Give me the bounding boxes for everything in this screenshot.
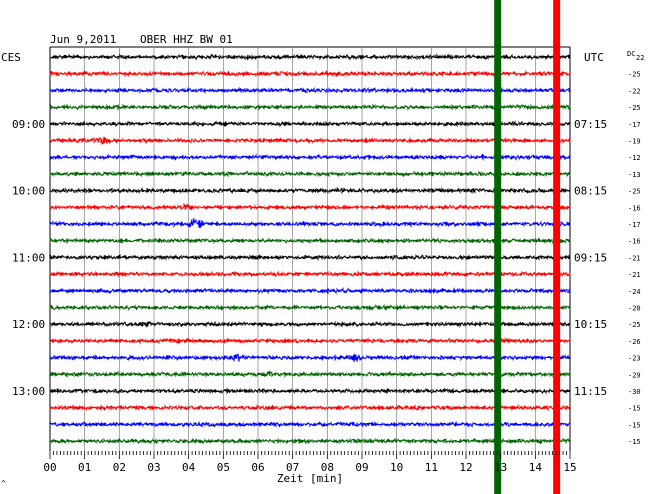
left-time-label: 10:00: [12, 185, 45, 198]
x-tick-label: 10: [390, 461, 403, 474]
x-tick-label: 12: [459, 461, 472, 474]
marker-bar-red: [553, 0, 561, 494]
trace-blue: [49, 153, 571, 162]
dc-value: -15: [628, 421, 641, 429]
trace-red: [49, 69, 571, 78]
x-tick-label: 15: [563, 461, 576, 474]
x-tick-label: 08: [321, 461, 334, 474]
trace-red: [49, 270, 571, 278]
dc-value: -21: [628, 254, 641, 262]
dc-value: -25: [628, 188, 641, 196]
dc-value: -16: [628, 204, 641, 212]
trace-black: [49, 320, 571, 328]
right-time-label: 10:15: [574, 318, 607, 331]
trace-green: [49, 170, 571, 178]
footer-mark: ^: [1, 479, 6, 488]
x-tick-label: 07: [286, 461, 299, 474]
x-tick-label: 00: [43, 461, 56, 474]
header-date: Jun 9,2011: [50, 33, 117, 46]
dc-value: -25: [628, 321, 641, 329]
left-time-label: 13:00: [12, 385, 45, 398]
dc-value: -15: [628, 405, 641, 413]
x-tick-label: 14: [529, 461, 543, 474]
x-tick-label: 04: [182, 461, 196, 474]
dc-value: -15: [628, 438, 641, 446]
dc-value: -25: [628, 104, 641, 112]
x-tick-label: 13: [494, 461, 507, 474]
trace-blue: [49, 420, 571, 428]
right-zone-label: UTC: [584, 51, 604, 64]
trace-red: [49, 403, 571, 412]
x-tick-label: 11: [425, 461, 438, 474]
trace-green: [49, 103, 571, 112]
right-time-label: 08:15: [574, 185, 607, 198]
dc-header-label: DC: [627, 50, 636, 58]
dc-value: -12: [628, 154, 641, 162]
dc-value: -20: [628, 305, 641, 313]
dc-value: -13: [628, 171, 641, 179]
x-tick-label: 09: [355, 461, 368, 474]
x-tick-label: 06: [251, 461, 264, 474]
trace-black: [49, 186, 571, 195]
x-axis-label: Zeit [min]: [277, 472, 343, 485]
dc-value: -26: [628, 338, 641, 346]
trace-blue: [49, 286, 571, 295]
trace-blue: [49, 217, 571, 229]
trace-black: [49, 253, 571, 262]
right-time-label: 11:15: [574, 385, 607, 398]
dc-value: -30: [628, 388, 641, 396]
dc-value: -17: [628, 121, 641, 129]
dc-value: -24: [628, 288, 641, 296]
dc-value: -16: [628, 238, 641, 246]
right-time-label: 09:15: [574, 251, 607, 264]
dc-value: -17: [628, 221, 641, 229]
trace-green: [49, 370, 571, 379]
marker-bar-green: [494, 0, 502, 494]
dc-value: 22: [636, 54, 644, 62]
trace-red: [49, 202, 571, 212]
left-time-label: 09:00: [12, 118, 45, 131]
dc-value: -23: [628, 355, 641, 363]
trace-green: [49, 303, 571, 312]
dc-value: -29: [628, 371, 641, 379]
left-time-label: 11:00: [12, 251, 45, 264]
trace-green: [49, 437, 571, 445]
x-tick-label: 05: [217, 461, 230, 474]
trace-red: [49, 136, 571, 145]
trace-black: [49, 387, 571, 395]
left-time-label: 12:00: [12, 318, 45, 331]
left-zone-label: CES: [1, 51, 21, 64]
x-tick-label: 03: [147, 461, 160, 474]
x-tick-label: 01: [78, 461, 91, 474]
trace-green: [49, 236, 571, 245]
x-tick-label: 02: [113, 461, 126, 474]
grid-lines: [84, 47, 536, 451]
dc-value: -22: [628, 87, 641, 95]
trace-red: [49, 337, 571, 345]
dc-value: -21: [628, 271, 641, 279]
trace-blue: [49, 352, 571, 363]
dc-value: -19: [628, 138, 641, 146]
header-station: OBER HHZ BW 01: [140, 33, 233, 46]
right-time-label: 07:15: [574, 118, 607, 131]
trace-black: [49, 120, 571, 128]
dc-value: -25: [628, 71, 641, 79]
trace-blue: [49, 86, 571, 94]
trace-black: [49, 52, 571, 61]
